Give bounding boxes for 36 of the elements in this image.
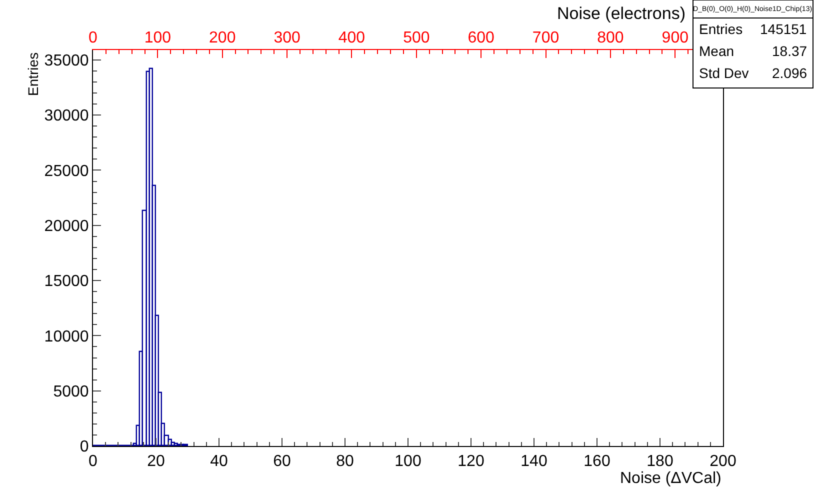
x-tick-label: 40	[210, 453, 228, 470]
x-tick-label: 160	[584, 453, 610, 470]
x2-tick-label: 500	[403, 30, 430, 47]
x2-tick-label: 900	[662, 30, 689, 47]
x2-tick-label: 800	[597, 30, 624, 47]
x-tick-label: 200	[710, 453, 736, 470]
x-tick-label: 80	[336, 453, 354, 470]
text: 2.096	[772, 65, 808, 81]
y-tick-label: 0	[80, 438, 89, 456]
y-tick-label: 10000	[44, 328, 89, 346]
x-axis-title: Noise (ΔVCal)	[620, 470, 722, 487]
x2-tick-label: 400	[338, 30, 366, 47]
x2-tick-label: 300	[274, 30, 300, 47]
x-tick-label: 180	[646, 453, 674, 470]
y-tick-label: 5000	[53, 383, 89, 400]
y-tick-label: 15000	[44, 273, 89, 290]
x-tick-label: 100	[394, 453, 422, 470]
x-tick-label: 20	[147, 453, 165, 470]
text: Entries	[699, 21, 743, 37]
annotation: Mean	[699, 43, 734, 59]
x2-tick-label: 200	[209, 30, 236, 47]
x2-axis-title: Noise (electrons)	[557, 4, 686, 23]
x2-tick-label: 600	[468, 30, 495, 47]
y-tick-label: 20000	[44, 218, 89, 235]
x-tick-label: 140	[520, 453, 548, 470]
text: 145151	[760, 21, 807, 37]
y-tick-label: 30000	[44, 108, 89, 125]
x2-tick-label: 100	[144, 30, 172, 47]
x2-tick-label: 700	[532, 30, 560, 47]
y-tick-label: 25000	[44, 162, 89, 180]
x-tick-label: 60	[273, 453, 291, 470]
y-tick-label: 35000	[44, 52, 89, 70]
x-tick-label: 120	[458, 453, 484, 470]
annotation: Std Dev	[699, 65, 749, 81]
text: 18.37	[772, 43, 808, 59]
y-axis-title: Entries	[25, 52, 41, 96]
